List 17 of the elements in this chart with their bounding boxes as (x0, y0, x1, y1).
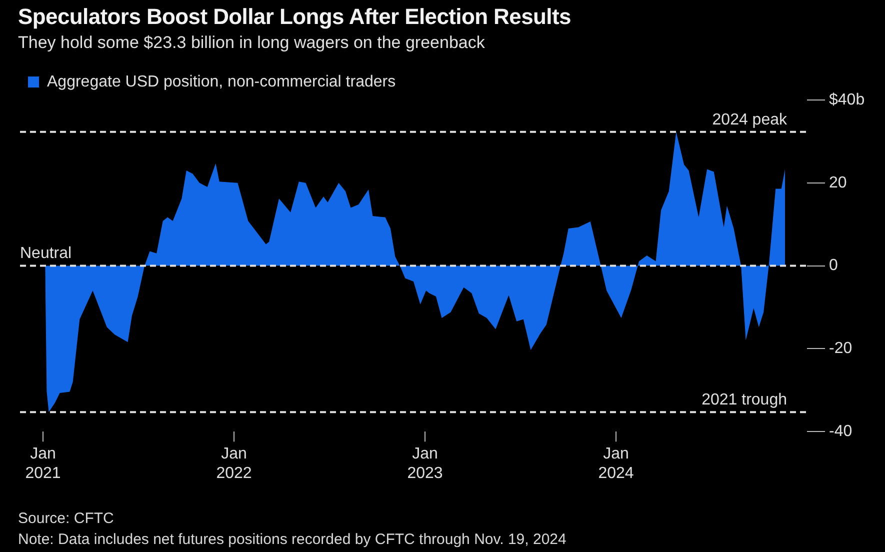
chart-subtitle: They hold some $23.3 billion in long wagers on the greenback (18, 33, 485, 53)
y-tick-label: -20 (829, 340, 852, 358)
x-tick-label: Jan 2024 (598, 446, 634, 482)
x-tick-label: Jan 2021 (25, 446, 61, 482)
text: Note: Data includes net futures positions recorded by CFTC through Nov. 19, 2024 (18, 530, 566, 550)
y-tick-label: 0 (829, 257, 838, 274)
ref-line-label: 2021 trough (702, 392, 787, 409)
source-note: Source: CFTC (18, 509, 115, 529)
legend-label: Aggregate USD position, non-commercial traders (47, 73, 396, 90)
ref-line-label: 2024 peak (712, 111, 788, 128)
y-tick-label: 20 (829, 174, 847, 192)
y-tick-label: -40 (829, 423, 852, 440)
chart-title: Speculators Boost Dollar Longs After Election Results (18, 4, 571, 30)
x-tick-label: Jan 2022 (216, 446, 252, 482)
ref-line-label: Neutral (20, 245, 72, 262)
y-tick-label: $40b (829, 91, 865, 108)
x-tick-label: Jan 2023 (407, 446, 443, 482)
